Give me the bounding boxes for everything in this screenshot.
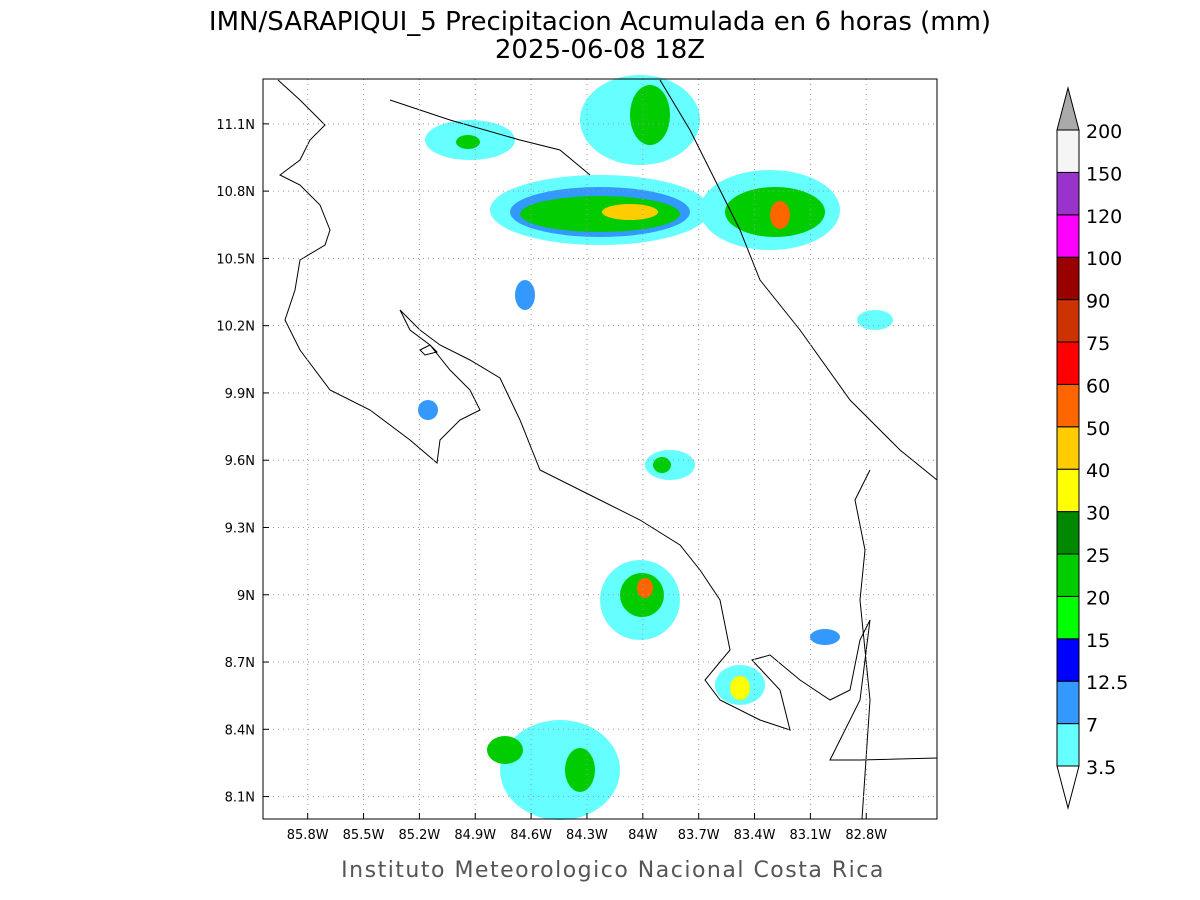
y-tick-label: 9.3N [225, 521, 255, 536]
colorbar-box [1056, 256, 1080, 301]
y-tick-label: 10.2N [216, 320, 255, 335]
x-tick-label: 84.9W [454, 828, 496, 843]
y-tick-label: 8.7N [225, 656, 255, 671]
y-tick-label: 9.6N [225, 454, 255, 469]
precip-area [418, 75, 893, 820]
colorbar-label: 90 [1086, 291, 1110, 313]
x-tick-label: 84W [628, 828, 658, 843]
y-tick-label: 8.4N [225, 723, 255, 738]
y-tick-label: 10.8N [216, 185, 255, 200]
colorbar-label: 50 [1086, 418, 1110, 440]
precip-field [418, 75, 893, 820]
y-tick-label: 10.5N [216, 252, 255, 267]
x-tick-label: 85.5W [343, 828, 385, 843]
y-tick-label: 9N [237, 589, 255, 604]
colorbar-box [1056, 299, 1080, 343]
x-tick-label: 84.6W [510, 828, 552, 843]
x-tick-label: 82.8W [845, 828, 887, 843]
colorbar-label: 7 [1086, 715, 1098, 737]
y-tick-label: 11.1N [216, 118, 255, 133]
axes: 85.8W 85.5W 85.2W 84.9W 84.6W 84.3W 84W 83.7W 83… [216, 118, 887, 843]
colorbar-label: 3.5 [1086, 757, 1116, 779]
colorbar-box [1056, 468, 1080, 513]
colorbar-box [1056, 383, 1080, 428]
colorbar-label: 120 [1086, 206, 1122, 228]
colorbar-over [1056, 86, 1080, 131]
colorbar-box [1056, 595, 1080, 640]
x-tick-label: 85.8W [287, 828, 329, 843]
colorbar-box [1056, 680, 1080, 725]
footer: Instituto Meteorologico Nacional Costa R… [341, 858, 885, 883]
title: IMN/SARAPIQUI_5 Precipitacion Acumulada … [209, 7, 991, 37]
colorbar-label: 25 [1086, 545, 1110, 567]
colorbar-box [1056, 341, 1080, 385]
x-tick-label: 83.4W [734, 828, 776, 843]
colorbar-box [1056, 638, 1080, 682]
colorbar-box [1056, 511, 1080, 555]
coastlines [277, 79, 938, 820]
x-tick-label: 83.1W [789, 828, 831, 843]
colorbar-label: 30 [1086, 503, 1110, 525]
colorbar-label: 20 [1086, 587, 1110, 609]
colorbar-label: 60 [1086, 375, 1110, 397]
colorbar-box [1056, 426, 1080, 470]
colorbar-box [1056, 214, 1080, 258]
colorbar: 3.5 7 12.5 15 20 25 30 40 50 60 75 90 100 120 150 200 [1056, 86, 1128, 810]
colorbar-label: 15 [1086, 630, 1110, 652]
colorbar-label: 12.5 [1086, 672, 1128, 694]
colorbar-under [1056, 765, 1080, 810]
colorbar-label: 75 [1086, 333, 1110, 355]
y-tick-label: 9.9N [225, 387, 255, 402]
colorbar-box [1056, 553, 1080, 597]
subtitle: 2025-06-08 18Z [495, 35, 705, 65]
colorbar-label: 150 [1086, 163, 1122, 185]
colorbar-box [1056, 723, 1080, 767]
y-tick-label: 8.1N [225, 791, 255, 806]
colorbar-box [1056, 171, 1080, 216]
grid [263, 79, 937, 819]
x-tick-label: 83.7W [678, 828, 720, 843]
colorbar-box [1056, 129, 1080, 173]
x-tick-label: 84.3W [566, 828, 608, 843]
colorbar-label: 40 [1086, 460, 1110, 482]
colorbar-label: 200 [1086, 121, 1122, 143]
map-frame [262, 78, 938, 820]
x-tick-label: 85.2W [398, 828, 440, 843]
colorbar-label: 100 [1086, 248, 1122, 270]
